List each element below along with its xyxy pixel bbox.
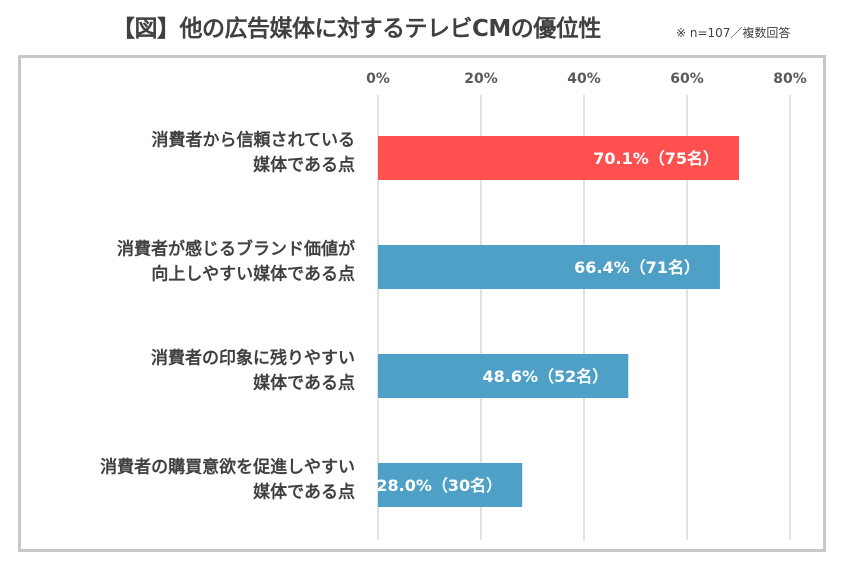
category-label-0-1: 媒体である点 [253,155,355,176]
tick-label-40: 40% [567,71,601,87]
data-label-2: 48.6%（52名） [483,367,609,386]
tick-label-0: 0% [366,71,390,87]
bar-0 [378,136,740,180]
category-label-2-0: 消費者の印象に残りやすい [151,348,355,369]
category-label-1-0: 消費者が感じるブランド価値が [117,239,355,260]
tick-label-80: 80% [773,71,807,87]
tick-label-20: 20% [464,71,498,87]
category-label-0-0: 消費者から信頼されている [152,130,356,151]
chart-frame [18,55,826,552]
category-label-3-0: 消費者の購買意欲を促進しやすい [100,457,355,478]
bar-3 [378,463,523,507]
bar-1 [378,245,720,289]
chart-title: 【図】他の広告媒体に対するテレビCMの優位性 [112,16,601,42]
sample-note: ※ n=107／複数回答 [676,26,791,40]
tick-label-60: 60% [670,71,704,87]
bar-2 [378,354,629,398]
category-label-2-1: 媒体である点 [253,373,355,394]
category-label-1-1: 向上しやすい媒体である点 [151,264,355,285]
category-label-3-1: 媒体である点 [253,482,355,503]
data-label-3: 28.0%（30名） [376,476,502,495]
data-label-1: 66.4%（71名） [574,258,700,277]
data-label-0: 70.1%（75名） [593,149,719,168]
